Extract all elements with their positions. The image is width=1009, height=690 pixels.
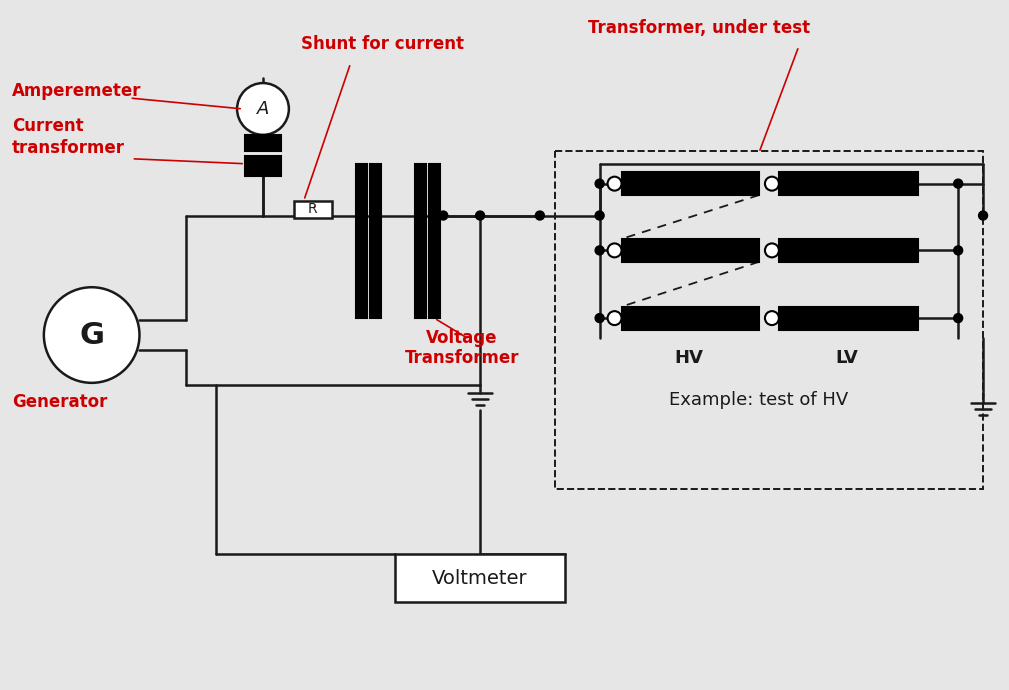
- Bar: [355, 164, 366, 318]
- Bar: [245, 135, 281, 151]
- Bar: [622, 306, 759, 330]
- Circle shape: [607, 311, 622, 325]
- Bar: [416, 164, 427, 318]
- Text: HV: HV: [675, 349, 703, 367]
- Circle shape: [595, 246, 604, 255]
- Bar: [396, 554, 565, 602]
- Bar: [245, 156, 281, 176]
- Text: Amperemeter: Amperemeter: [12, 82, 141, 100]
- Circle shape: [595, 314, 604, 323]
- Bar: [622, 239, 759, 262]
- Text: R: R: [308, 201, 318, 215]
- Circle shape: [765, 177, 779, 190]
- Circle shape: [954, 246, 963, 255]
- Text: Transformer, under test: Transformer, under test: [587, 19, 810, 37]
- Bar: [779, 239, 918, 262]
- Circle shape: [954, 179, 963, 188]
- Text: Voltage
Transformer: Voltage Transformer: [405, 328, 520, 367]
- Circle shape: [43, 287, 139, 383]
- Text: Voltmeter: Voltmeter: [432, 569, 528, 588]
- Circle shape: [979, 211, 988, 220]
- Bar: [369, 164, 380, 318]
- Bar: [429, 164, 440, 318]
- Circle shape: [765, 311, 779, 325]
- Bar: [779, 172, 918, 195]
- Circle shape: [607, 244, 622, 257]
- Text: A: A: [256, 100, 269, 118]
- Text: Example: test of HV: Example: test of HV: [669, 391, 849, 408]
- Text: Generator: Generator: [12, 393, 107, 411]
- Circle shape: [595, 211, 604, 220]
- Circle shape: [595, 179, 604, 188]
- Circle shape: [607, 177, 622, 190]
- Text: LV: LV: [835, 349, 858, 367]
- Text: G: G: [79, 321, 104, 350]
- Circle shape: [954, 314, 963, 323]
- Circle shape: [439, 211, 448, 220]
- Bar: [555, 151, 983, 489]
- Bar: [622, 172, 759, 195]
- Bar: [294, 201, 332, 217]
- Text: Shunt for current: Shunt for current: [301, 35, 464, 53]
- Circle shape: [475, 211, 484, 220]
- Circle shape: [237, 83, 289, 135]
- Circle shape: [536, 211, 544, 220]
- Circle shape: [765, 244, 779, 257]
- Text: Current
transformer: Current transformer: [12, 117, 125, 157]
- Bar: [779, 306, 918, 330]
